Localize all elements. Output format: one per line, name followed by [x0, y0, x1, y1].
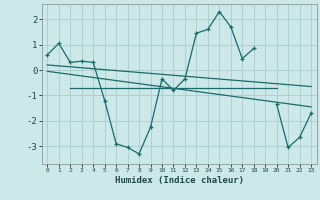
X-axis label: Humidex (Indice chaleur): Humidex (Indice chaleur) [115, 176, 244, 185]
